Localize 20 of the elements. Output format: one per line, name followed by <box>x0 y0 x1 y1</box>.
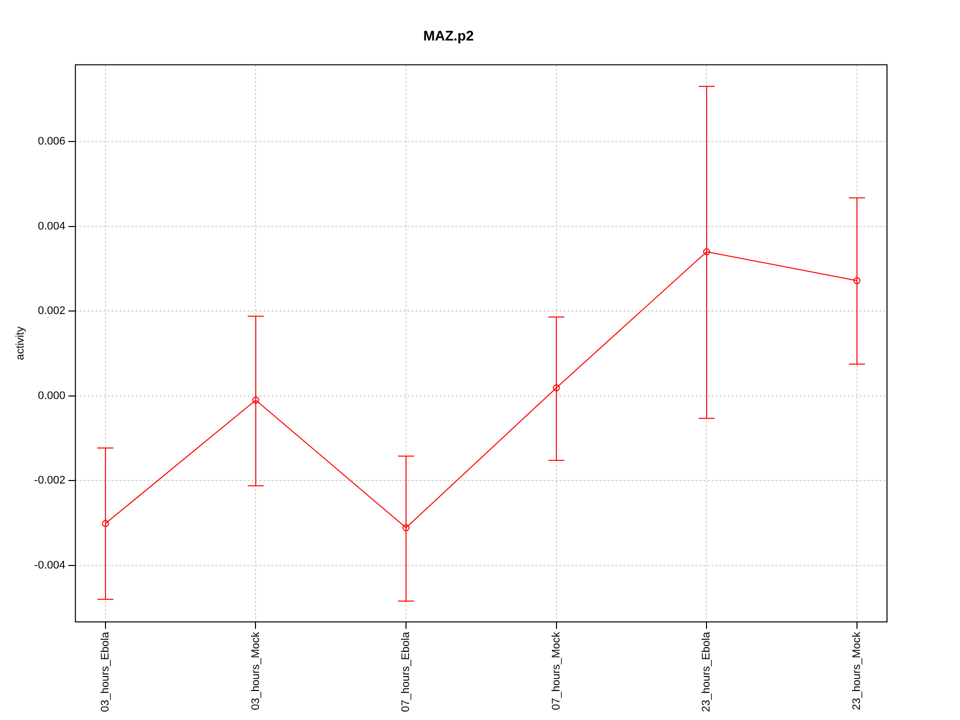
y-tick-label: -0.002 <box>34 474 66 487</box>
point <box>252 396 260 404</box>
x-tick-label: 23_hours_Ebola <box>700 631 713 712</box>
point <box>853 277 860 284</box>
y-tick-label: 0.004 <box>38 220 66 232</box>
y-tick-label: -0.004 <box>34 560 66 572</box>
y-tick-label: 0.006 <box>38 136 66 148</box>
point <box>703 248 710 256</box>
y-axis-title: activity <box>14 326 27 360</box>
point <box>552 384 560 392</box>
point <box>402 524 410 532</box>
y-tick-label: 0.002 <box>38 305 66 318</box>
point <box>102 520 109 528</box>
x-tick-label: 23_hours_Mock <box>850 631 863 710</box>
chart-title: MAZ.p2 <box>423 27 474 44</box>
x-tick-label: 03_hours_Mock <box>250 631 262 710</box>
y-tick-label: 0.000 <box>38 390 66 402</box>
x-tick-label: 03_hours_Ebola <box>99 631 112 712</box>
x-tick-label: 07_hours_Mock <box>550 631 562 710</box>
x-tick-label: 07_hours_Ebola <box>400 631 412 712</box>
